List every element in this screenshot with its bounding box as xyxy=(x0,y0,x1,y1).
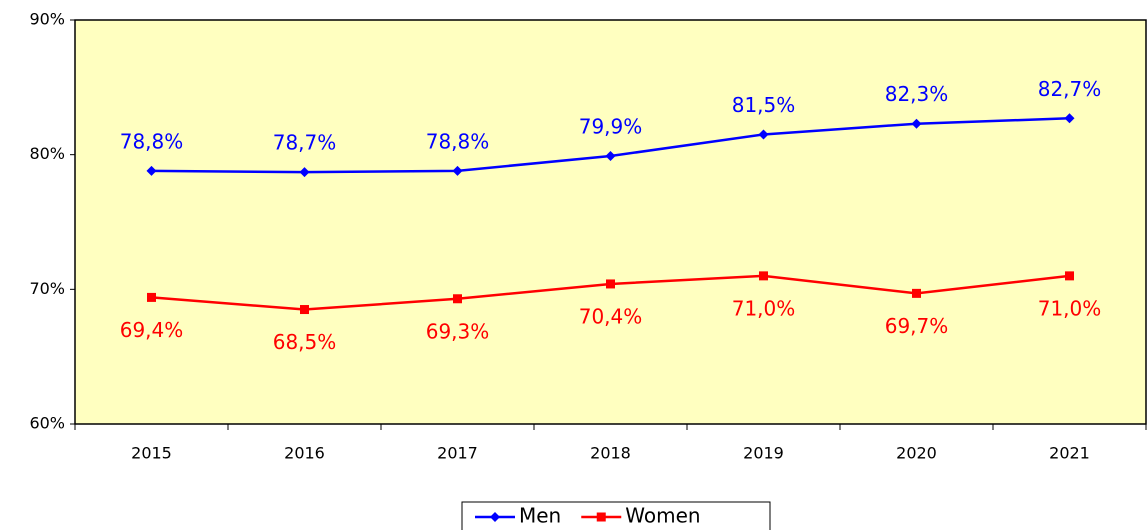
marker xyxy=(912,288,921,298)
marker xyxy=(300,305,309,315)
x-tick-label: 2021 xyxy=(1049,444,1090,463)
marker xyxy=(596,512,606,522)
value-label: 82,7% xyxy=(1038,77,1102,101)
value-label: 78,8% xyxy=(120,129,184,153)
value-label: 82,3% xyxy=(885,82,949,106)
marker xyxy=(759,271,768,281)
marker xyxy=(606,279,615,289)
marker xyxy=(605,151,616,162)
value-label: 78,7% xyxy=(273,131,337,155)
value-label: 79,9% xyxy=(579,115,643,139)
marker xyxy=(453,294,462,304)
x-tick-label: 2016 xyxy=(284,444,325,463)
marker xyxy=(452,165,463,176)
marker xyxy=(1065,271,1074,281)
y-tick-label: 60% xyxy=(29,414,65,433)
marker xyxy=(146,165,157,176)
value-label: 78,8% xyxy=(426,129,490,153)
x-tick-label: 2020 xyxy=(896,444,937,463)
value-label: 69,7% xyxy=(885,314,949,338)
value-label: 69,4% xyxy=(120,318,184,342)
value-label: 69,3% xyxy=(426,319,490,343)
y-tick-label: 70% xyxy=(29,279,65,298)
legend-label: Women xyxy=(625,504,700,528)
plot-area xyxy=(74,19,1147,425)
y-tick-label: 80% xyxy=(29,144,65,163)
value-label: 68,5% xyxy=(273,330,337,354)
marker xyxy=(147,292,156,302)
value-label: 81,5% xyxy=(732,93,796,117)
marker xyxy=(1064,113,1075,124)
y-tick-label: 90% xyxy=(29,10,65,29)
marker xyxy=(911,118,922,129)
legend: Men Women xyxy=(461,501,771,530)
value-label: 71,0% xyxy=(732,296,796,320)
x-tick-label: 2015 xyxy=(131,444,172,463)
legend-label: Men xyxy=(519,504,561,528)
value-label: 70,4% xyxy=(579,304,643,328)
marker xyxy=(490,512,500,522)
x-tick-label: 2019 xyxy=(743,444,784,463)
marker xyxy=(758,129,769,140)
x-tick-label: 2017 xyxy=(437,444,478,463)
x-tick-label: 2018 xyxy=(590,444,631,463)
value-label: 71,0% xyxy=(1038,296,1102,320)
marker xyxy=(299,167,310,178)
